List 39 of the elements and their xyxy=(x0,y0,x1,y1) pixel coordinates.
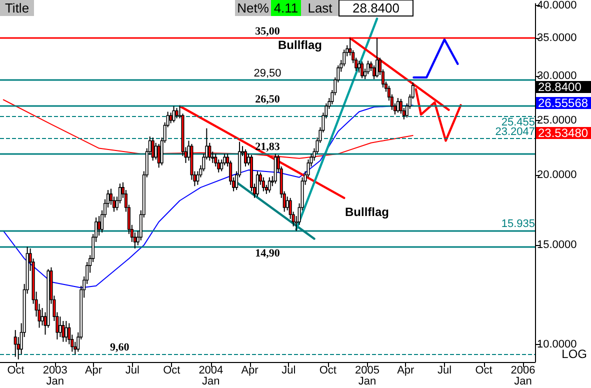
y-tick-label: 35.0000 xyxy=(537,32,577,44)
x-tick-label: Apr xyxy=(241,364,259,376)
y-tick-label: 15.0000 xyxy=(537,239,577,252)
text: 28.8400 xyxy=(538,80,582,94)
text: 23.53480 xyxy=(538,126,588,140)
y-tick-label: 30.0000 xyxy=(537,70,577,82)
y-tick-label: 20.0000 xyxy=(537,168,577,181)
x-tick-label: Jul xyxy=(437,364,452,376)
ref-line-label: 14,90 xyxy=(255,247,280,260)
ref-line-label: 26,50 xyxy=(255,94,280,106)
x-tick-label: Oct xyxy=(475,364,492,376)
x-tick-label: 2005 Jan xyxy=(354,364,380,388)
ref-line-label: 29,50 xyxy=(254,67,282,80)
ref-line-label: 25.455 xyxy=(501,116,535,128)
x-tick-label: Apr xyxy=(397,364,415,376)
ref-line-label: 15.935 xyxy=(501,218,535,230)
x-tick-label: Oct xyxy=(319,364,336,376)
x-tick-label: Jul xyxy=(125,364,140,376)
annotation: 4.11 xyxy=(274,0,298,16)
annotation: Last xyxy=(308,0,333,16)
x-tick-label: Oct xyxy=(7,364,24,376)
ref-line-label: 23.2047 xyxy=(495,126,535,138)
x-tick-label: Oct xyxy=(163,364,180,376)
y-tick-label: 25.0000 xyxy=(537,114,577,126)
annotation: Net% xyxy=(237,0,270,16)
x-tick-label: Jul xyxy=(282,364,296,376)
annotation: 28.8400 xyxy=(352,0,400,16)
text: 26.55568 xyxy=(538,96,588,110)
x-tick-label: 2004 Jan xyxy=(198,364,224,388)
annotation: Title xyxy=(4,0,30,16)
ref-line-label: 9,60 xyxy=(110,342,130,354)
x-tick-label: 2006 Jan xyxy=(510,364,536,388)
annotation: Bullflag xyxy=(345,205,389,219)
annotation: Bullflag xyxy=(278,38,322,52)
ref-line-label: 21,83 xyxy=(255,140,280,153)
x-tick-label: Apr xyxy=(84,364,102,376)
x-tick-label: 2003 Jan xyxy=(42,364,68,388)
y-tick-label: 40.0000 xyxy=(537,0,577,12)
ref-line-label: 35,00 xyxy=(255,26,280,38)
